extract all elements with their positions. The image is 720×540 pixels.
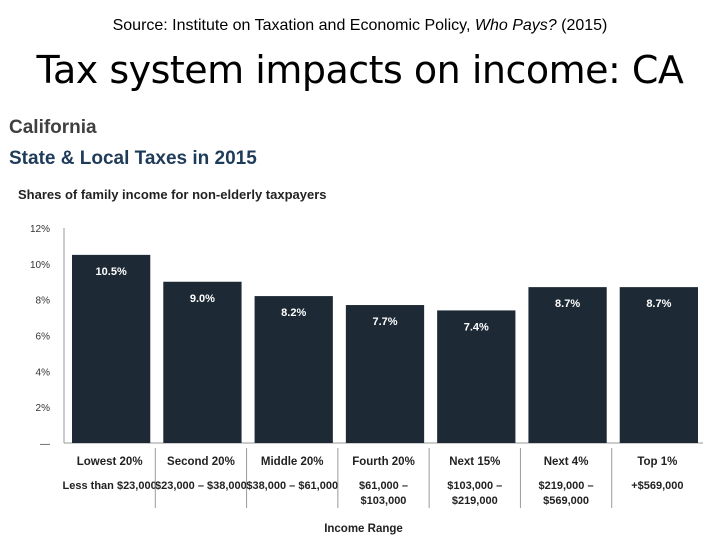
bar-value-label: 8.7% [555, 298, 580, 310]
x-category-label: Top 1% [637, 456, 677, 468]
x-income-range-label: $103,000 [361, 495, 407, 507]
x-income-range-label: +$569,000 [631, 480, 683, 492]
slide-title: Tax system impacts on income: CA [36, 48, 684, 92]
y-tick-label: 4% [36, 367, 51, 378]
x-category-label: Middle 20% [261, 456, 324, 468]
source-italic: Who Pays? [474, 17, 557, 34]
bar [528, 287, 607, 443]
chart-title: State & Local Taxes in 2015 [9, 148, 257, 169]
y-tick-label: 6% [36, 332, 51, 343]
bar-value-label: 8.2% [281, 307, 306, 319]
x-income-range-label: $38,000 – $61,000 [246, 480, 338, 492]
bar [437, 310, 516, 443]
y-tick-label: 8% [36, 296, 51, 307]
source-suffix: (2015) [556, 17, 608, 34]
x-income-range-label: Less than $23,000 [63, 480, 157, 492]
y-tick-label: 10% [30, 260, 50, 271]
x-income-range-label: $219,000 – [539, 480, 594, 492]
x-income-range-label: $219,000 [452, 495, 498, 507]
bar-value-label: 9.0% [190, 293, 215, 305]
x-category-label: Fourth 20% [352, 456, 415, 468]
bar [254, 296, 333, 443]
bar [163, 281, 242, 443]
chart-state-label: California [9, 117, 97, 138]
x-income-range-label: $61,000 – [359, 480, 408, 492]
source-prefix: Source: Institute on Taxation and Econom… [112, 17, 475, 34]
x-category-label: Second 20% [167, 456, 235, 468]
x-income-range-label: $569,000 [543, 495, 589, 507]
x-income-range-label: $103,000 – [447, 480, 502, 492]
bar [619, 287, 698, 443]
x-category-label: Lowest 20% [77, 456, 143, 468]
y-tick-label: — [40, 439, 50, 450]
x-category-label: Next 4% [544, 456, 589, 468]
bar-value-label: 10.5% [96, 266, 127, 278]
bar-value-label: 8.7% [646, 298, 671, 310]
y-tick-label: 12% [30, 224, 50, 235]
y-tick-label: 2% [36, 403, 51, 414]
bar-value-label: 7.7% [372, 316, 397, 328]
x-axis-title: Income Range [324, 523, 403, 535]
chart-subtitle: Shares of family income for non-elderly … [18, 187, 327, 202]
x-income-range-label: $23,000 – $38,000 [155, 480, 247, 492]
x-category-label: Next 15% [449, 456, 500, 468]
bar-value-label: 7.4% [464, 321, 489, 333]
bar [72, 254, 151, 443]
source-citation: Source: Institute on Taxation and Econom… [0, 17, 720, 35]
bar [345, 305, 425, 443]
